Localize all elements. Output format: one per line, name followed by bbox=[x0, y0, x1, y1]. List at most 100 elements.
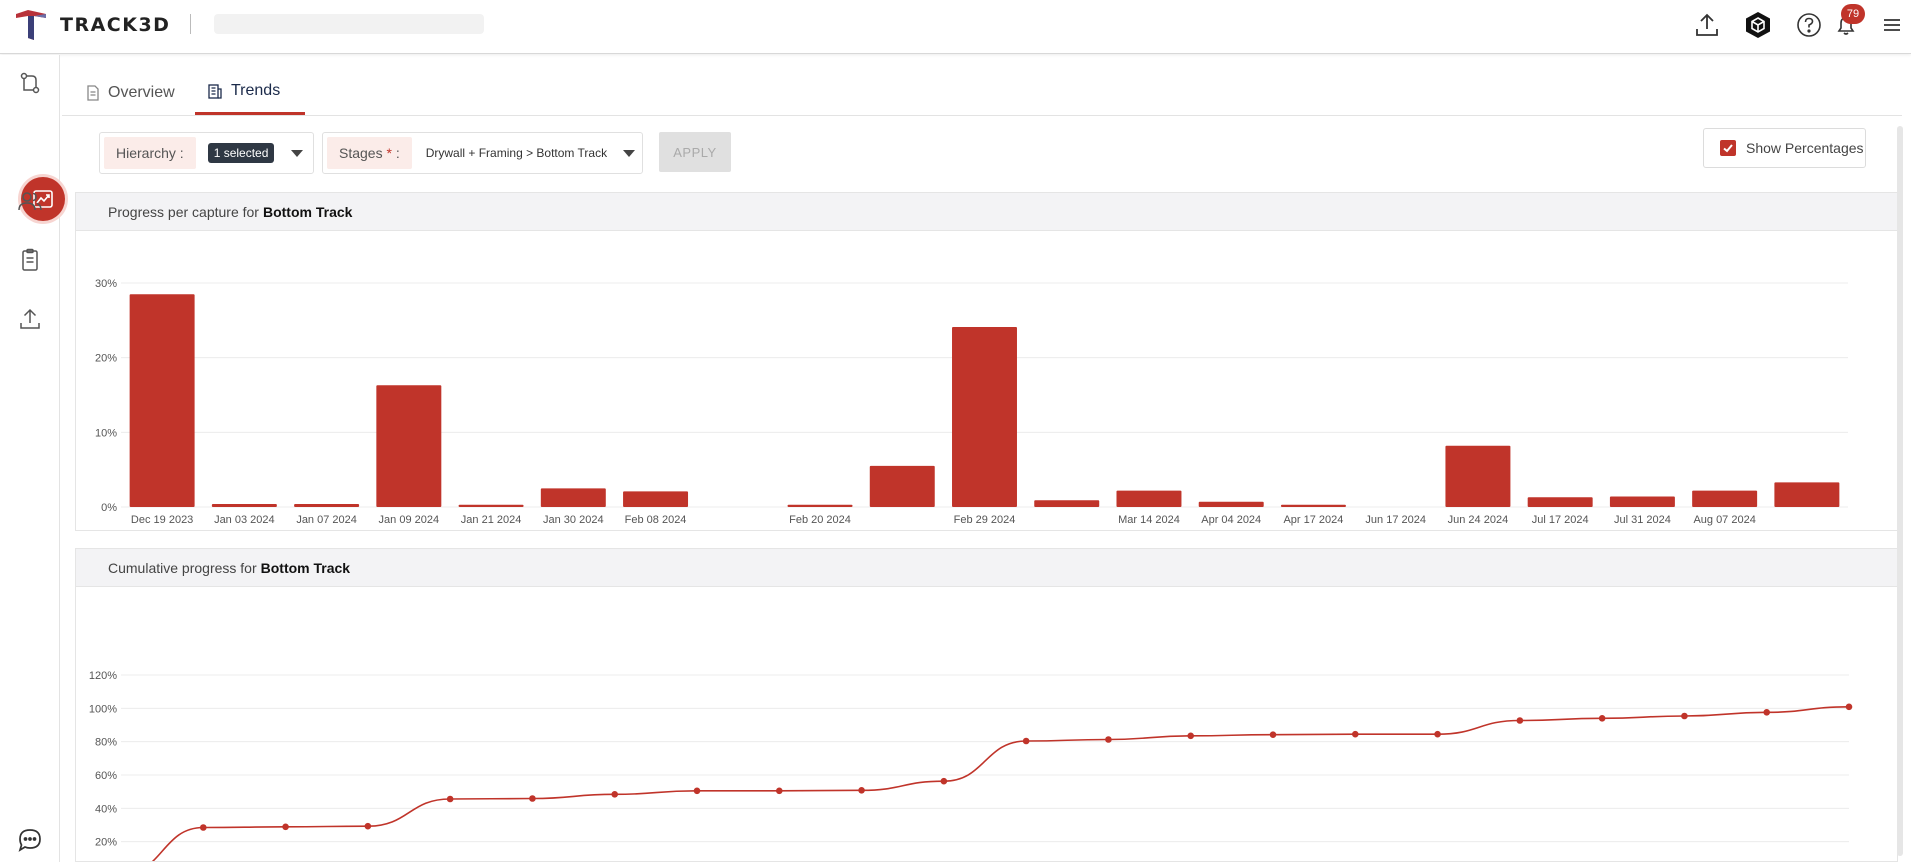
help-icon[interactable] bbox=[1794, 10, 1824, 40]
upload-icon bbox=[18, 307, 42, 331]
progress-bar-chart: 0%10%20%30%Dec 19 2023Jan 03 2024Jan 07 … bbox=[76, 231, 1897, 530]
bar bbox=[952, 327, 1017, 507]
data-point bbox=[1763, 709, 1770, 716]
apply-button[interactable]: APPLY bbox=[659, 132, 731, 172]
y-tick-label: 40% bbox=[95, 803, 117, 815]
bar bbox=[212, 504, 277, 507]
bar bbox=[1774, 482, 1839, 507]
upload-icon[interactable] bbox=[1692, 10, 1722, 40]
tab-overview-label: Overview bbox=[108, 84, 175, 102]
x-tick-label: Mar 14 2024 bbox=[1118, 514, 1180, 526]
tab-trends[interactable]: Trends bbox=[195, 70, 305, 115]
bar bbox=[1281, 505, 1346, 507]
x-tick-label: Jan 30 2024 bbox=[543, 514, 604, 526]
cumulative-line-chart: 0%20%40%60%80%100%120%Jan 01 2022Jan 03 … bbox=[76, 587, 1897, 861]
data-point bbox=[941, 778, 948, 785]
show-percentages-label: Show Percentages bbox=[1746, 140, 1864, 156]
x-tick-label: Jan 21 2024 bbox=[461, 514, 522, 526]
bar bbox=[1034, 500, 1099, 507]
page-scrollbar[interactable] bbox=[1897, 126, 1903, 856]
x-tick-label: Jan 09 2024 bbox=[379, 514, 440, 526]
x-tick-label: Aug 07 2024 bbox=[1693, 514, 1755, 526]
data-point bbox=[776, 788, 783, 795]
project-name-redacted bbox=[214, 14, 484, 34]
logo[interactable]: TRACK3D bbox=[14, 8, 170, 42]
stages-selected-value: Drywall + Framing > Bottom Track bbox=[426, 146, 607, 160]
y-tick-label: 10% bbox=[95, 427, 117, 439]
data-point bbox=[611, 791, 618, 798]
y-tick-label: 80% bbox=[95, 737, 117, 749]
x-tick-label: Apr 17 2024 bbox=[1283, 514, 1343, 526]
data-point bbox=[694, 788, 701, 795]
bar bbox=[1445, 446, 1510, 507]
data-point bbox=[1105, 736, 1112, 743]
data-point bbox=[1434, 731, 1441, 738]
data-point bbox=[282, 824, 289, 831]
hierarchy-dropdown[interactable]: Hierarchy : 1 selected bbox=[99, 132, 314, 174]
data-point bbox=[1023, 738, 1030, 745]
bar-panel-title-prefix: Progress per capture for bbox=[108, 204, 259, 220]
x-tick-label: Jun 17 2024 bbox=[1365, 514, 1426, 526]
y-tick-label: 100% bbox=[89, 703, 117, 715]
sidebar-item-reports[interactable] bbox=[16, 246, 44, 274]
cube-3d-icon[interactable] bbox=[1743, 10, 1773, 40]
users-icon bbox=[17, 189, 43, 213]
chevron-down-icon bbox=[623, 150, 635, 157]
tab-overview[interactable]: Overview bbox=[86, 70, 206, 115]
sidebar-item-workflow[interactable] bbox=[16, 69, 44, 97]
hamburger-menu-icon[interactable] bbox=[1877, 10, 1907, 40]
x-tick-label: Jun 24 2024 bbox=[1448, 514, 1509, 526]
notification-badge: 79 bbox=[1841, 4, 1865, 24]
data-point bbox=[1270, 731, 1277, 738]
bar bbox=[623, 491, 688, 507]
show-percentages-checkbox[interactable] bbox=[1720, 140, 1736, 156]
x-tick-label: Jan 03 2024 bbox=[214, 514, 275, 526]
checkmark-icon bbox=[1722, 142, 1734, 154]
top-bar: TRACK3D 79 bbox=[0, 0, 1911, 54]
hierarchy-selected-chip: 1 selected bbox=[208, 143, 275, 163]
y-tick-label: 20% bbox=[95, 837, 117, 849]
view-tabs: Overview Trends bbox=[62, 70, 1902, 116]
clipboard-icon bbox=[19, 248, 41, 272]
tab-trends-label: Trends bbox=[231, 82, 280, 100]
y-tick-label: 30% bbox=[95, 278, 117, 290]
bar bbox=[1692, 491, 1757, 507]
bar bbox=[376, 385, 441, 507]
sidebar-item-users[interactable] bbox=[16, 187, 44, 215]
bar bbox=[459, 505, 524, 507]
logo-separator bbox=[190, 14, 191, 34]
bar bbox=[1199, 502, 1264, 507]
sidebar-item-upload[interactable] bbox=[16, 305, 44, 333]
cumulative-line bbox=[121, 707, 1849, 861]
bar bbox=[1610, 497, 1675, 507]
stages-label-colon: : bbox=[396, 145, 400, 161]
bar bbox=[130, 294, 195, 507]
data-point bbox=[858, 787, 865, 794]
cumulative-progress-panel: Cumulative progress for Bottom Track 0%2… bbox=[75, 548, 1898, 862]
bar bbox=[870, 466, 935, 507]
track3d-logo-icon bbox=[14, 8, 48, 42]
bar-panel-title-stage: Bottom Track bbox=[263, 204, 352, 220]
data-point bbox=[1846, 704, 1853, 711]
stages-label-text: Stages bbox=[339, 145, 383, 161]
data-point bbox=[447, 796, 454, 803]
data-point bbox=[1599, 715, 1606, 722]
y-tick-label: 120% bbox=[89, 670, 117, 682]
x-tick-label: Dec 19 2023 bbox=[131, 514, 193, 526]
data-point bbox=[1187, 733, 1194, 740]
y-tick-label: 60% bbox=[95, 770, 117, 782]
show-percentages-toggle[interactable]: Show Percentages bbox=[1703, 128, 1866, 168]
x-tick-label: Jul 17 2024 bbox=[1532, 514, 1589, 526]
data-point bbox=[529, 795, 536, 802]
data-point bbox=[1352, 731, 1359, 738]
workflow-icon bbox=[18, 71, 42, 95]
stages-dropdown[interactable]: Stages * : Drywall + Framing > Bottom Tr… bbox=[322, 132, 643, 174]
logo-text: TRACK3D bbox=[60, 14, 170, 36]
bar bbox=[1116, 491, 1181, 507]
x-tick-label: Feb 08 2024 bbox=[625, 514, 687, 526]
progress-per-capture-panel: Progress per capture for Bottom Track 0%… bbox=[75, 192, 1898, 531]
data-point bbox=[1681, 713, 1688, 720]
chat-support-icon[interactable] bbox=[16, 826, 44, 854]
required-asterisk: * bbox=[386, 145, 391, 161]
chevron-down-icon bbox=[291, 150, 303, 157]
